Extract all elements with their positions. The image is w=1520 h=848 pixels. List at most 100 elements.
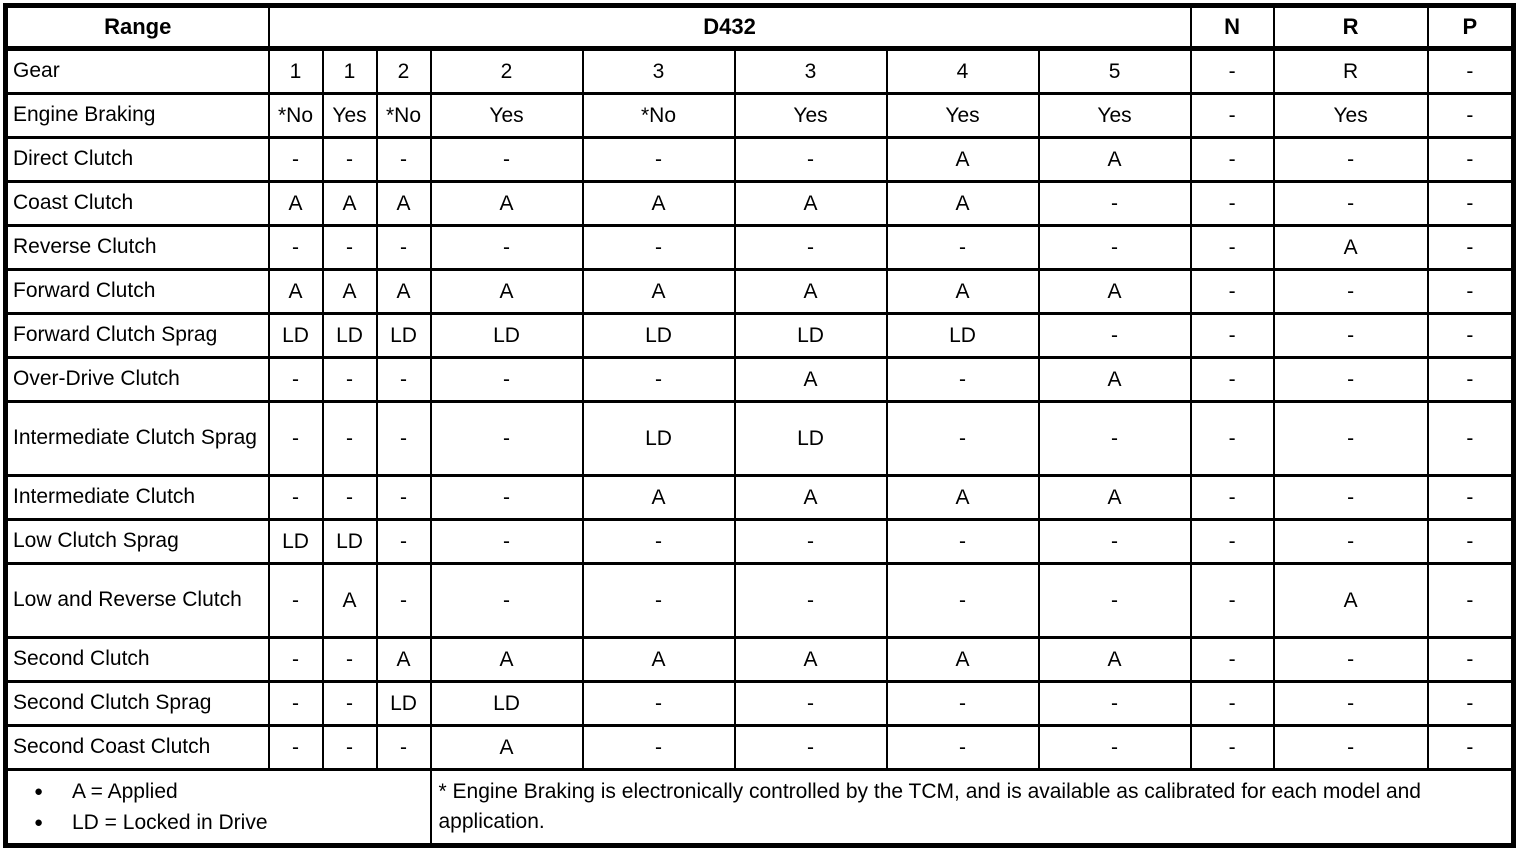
header-d432: D432 [267,4,1192,51]
data-cell: A [1037,356,1192,403]
data-cell: A [733,268,888,315]
data-cell: - [1189,312,1275,359]
header-n: N [1189,4,1275,51]
data-cell: - [1037,312,1192,359]
row-label: Over-Drive Clutch [4,356,270,403]
data-cell: - [1189,518,1275,565]
data-cell: - [375,518,432,565]
data-cell: A [581,474,736,521]
row-label: Forward Clutch [4,268,270,315]
data-cell: - [1272,680,1429,727]
footnote-cell: * Engine Braking is electronically contr… [429,768,1515,847]
data-cell: - [1037,180,1192,227]
data-cell: - [885,680,1040,727]
data-cell: A [733,474,888,521]
data-cell: 3 [581,47,736,95]
legend-item: ● LD = Locked in Drive [34,807,429,838]
data-cell: A [885,268,1040,315]
data-cell: - [1426,400,1515,477]
data-cell: - [1426,180,1515,227]
data-cell: - [885,562,1040,639]
data-cell: - [1426,680,1515,727]
table-row: Second Clutch - - A A A A A A - - - [4,636,1515,683]
data-cell: - [1037,400,1192,477]
table-footer: ● A = Applied ● LD = Locked in Drive * E… [4,768,1515,847]
footer-row: ● A = Applied ● LD = Locked in Drive * E… [4,768,1515,847]
data-cell: A [1037,268,1192,315]
data-cell: A [581,636,736,683]
data-cell: LD [581,312,736,359]
data-cell: A [581,268,736,315]
data-cell: - [1426,224,1515,271]
data-cell: - [885,724,1040,771]
row-label: Forward Clutch Sprag [4,312,270,359]
data-cell: LD [267,518,324,565]
data-cell: - [321,474,378,521]
table-header: Range D432 N R P [4,4,1515,51]
data-cell: - [581,724,736,771]
data-cell: LD [375,312,432,359]
data-cell: A [1037,636,1192,683]
data-cell: - [321,224,378,271]
table-row: Low and Reverse Clutch - A - - - - - - - A - [4,562,1515,639]
data-cell: - [429,224,584,271]
bullet-icon: ● [34,783,44,800]
data-cell: - [429,518,584,565]
data-cell: LD [321,312,378,359]
data-cell: LD [429,312,584,359]
data-cell: A [885,636,1040,683]
table-row: Gear 1 1 2 2 3 3 4 5- R - [4,47,1515,95]
data-cell: - [1189,400,1275,477]
data-cell: - [1272,136,1429,183]
data-cell: 2 [375,47,432,95]
data-cell: *No [581,92,736,139]
data-cell: A [581,180,736,227]
data-cell: A [1037,136,1192,183]
data-cell: - [267,680,324,727]
data-cell: A [321,562,378,639]
data-cell: A [429,268,584,315]
header-row: Range D432 N R P [4,4,1515,51]
data-cell: - [581,356,736,403]
data-cell: - [1272,312,1429,359]
data-cell: - [1189,636,1275,683]
data-cell: - [1272,356,1429,403]
row-label: Direct Clutch [4,136,270,183]
data-cell: - [1189,562,1275,639]
data-cell: A [733,356,888,403]
data-cell: - [1189,224,1275,271]
data-cell: - [885,224,1040,271]
data-cell: A [429,636,584,683]
table-row: Coast Clutch A A A A A A A - - - - [4,180,1515,227]
data-cell: - [1272,636,1429,683]
data-cell: Yes [429,92,584,139]
data-cell: - [1426,136,1515,183]
data-cell: Yes [1272,92,1429,139]
table-row: Reverse Clutch - - - - - - - - - A - [4,224,1515,271]
data-cell: - [1426,47,1515,95]
header-r: R [1272,4,1429,51]
table-row: Intermediate Clutch Sprag - - - - LD LD - - - - - [4,400,1515,477]
data-cell: - [1037,562,1192,639]
data-cell: - [1272,268,1429,315]
data-cell: - [733,562,888,639]
row-label: Second Clutch Sprag [4,680,270,727]
row-label: Reverse Clutch [4,224,270,271]
data-cell: - [885,400,1040,477]
data-cell: - [267,724,324,771]
data-cell: - [267,562,324,639]
data-cell: - [1189,136,1275,183]
data-cell: A [375,180,432,227]
data-cell: A [375,636,432,683]
legend-text-applied: A = Applied [72,780,178,803]
row-label: Low and Reverse Clutch [4,562,270,639]
data-cell: - [733,224,888,271]
data-cell: - [1272,474,1429,521]
data-cell: - [1426,356,1515,403]
header-range: Range [4,4,270,51]
data-cell: - [1189,474,1275,521]
table-row: Over-Drive Clutch - - - - - A - A - - - [4,356,1515,403]
data-cell: - [1426,268,1515,315]
data-cell: - [1426,312,1515,359]
data-cell: R [1272,47,1429,95]
